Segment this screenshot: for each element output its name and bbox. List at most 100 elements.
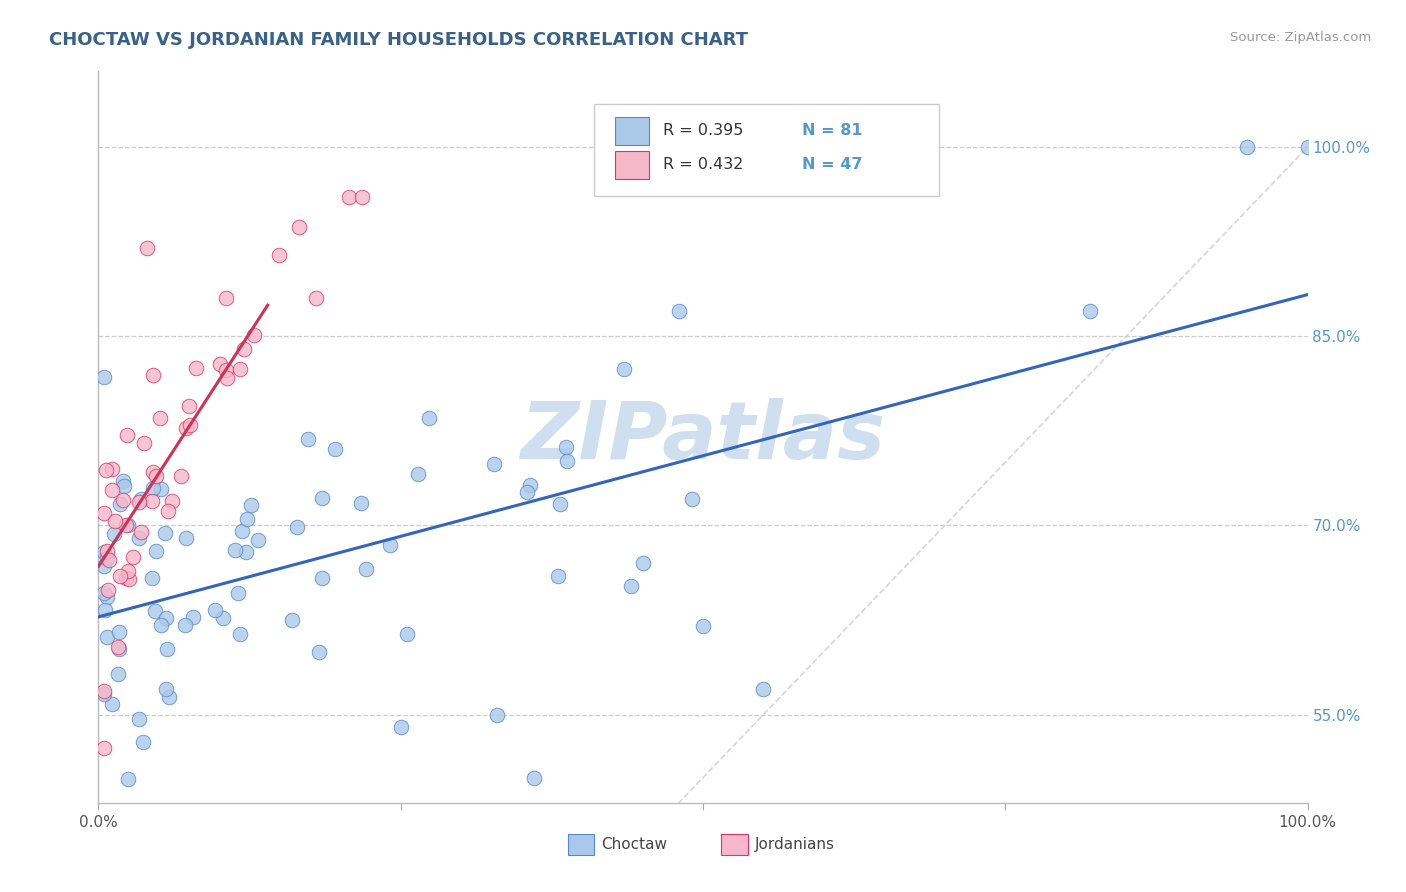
Point <box>112 479 135 493</box>
Point <box>380 538 402 552</box>
Point <box>104 514 127 528</box>
Point <box>93 683 115 698</box>
Point <box>155 611 177 625</box>
Point <box>93 688 115 702</box>
Point <box>246 533 269 547</box>
Point <box>145 468 167 483</box>
Point <box>93 369 115 384</box>
Point <box>115 517 138 532</box>
Bar <box>614 117 648 145</box>
Point <box>231 524 253 539</box>
Point <box>174 421 197 435</box>
Point <box>516 485 538 500</box>
Point <box>97 553 120 567</box>
Point <box>157 690 180 705</box>
Point <box>519 477 541 491</box>
FancyBboxPatch shape <box>595 104 939 195</box>
Point <box>149 410 172 425</box>
Point <box>418 411 440 425</box>
Point <box>132 735 155 749</box>
Point <box>1296 140 1319 154</box>
Point <box>1078 304 1101 318</box>
Point <box>96 590 118 604</box>
Point <box>107 642 129 657</box>
Point <box>135 241 157 255</box>
Point <box>613 362 636 376</box>
Point <box>142 481 165 495</box>
Point <box>93 545 115 559</box>
Point <box>160 494 183 508</box>
Point <box>96 462 118 476</box>
Point <box>681 492 703 507</box>
Point <box>204 603 226 617</box>
Point <box>96 630 118 644</box>
Point <box>267 248 290 262</box>
Point <box>150 617 173 632</box>
Point <box>226 586 249 600</box>
Point <box>100 697 122 711</box>
Point <box>107 625 129 640</box>
Point <box>311 571 333 585</box>
Point <box>141 494 163 508</box>
Point <box>181 610 204 624</box>
Point <box>547 569 569 583</box>
Point <box>184 360 207 375</box>
Point <box>122 549 145 564</box>
Point <box>305 291 328 305</box>
Text: N = 47: N = 47 <box>803 158 863 172</box>
Point <box>108 568 131 582</box>
Point <box>350 496 373 510</box>
Point <box>620 579 643 593</box>
Point <box>107 640 129 654</box>
Point <box>156 642 179 657</box>
Point <box>235 545 257 559</box>
Point <box>174 618 197 632</box>
Text: Jordanians: Jordanians <box>755 837 835 852</box>
Text: Source: ZipAtlas.com: Source: ZipAtlas.com <box>1230 31 1371 45</box>
Point <box>396 627 419 641</box>
Point <box>179 399 201 413</box>
Point <box>486 707 509 722</box>
Point <box>117 427 139 442</box>
Text: R = 0.395: R = 0.395 <box>664 123 744 138</box>
Point <box>209 357 232 371</box>
Point <box>129 525 152 540</box>
Text: ZIPatlas: ZIPatlas <box>520 398 886 476</box>
Point <box>281 613 304 627</box>
Point <box>117 517 139 532</box>
Point <box>215 362 238 376</box>
Point <box>229 362 252 376</box>
Point <box>174 531 197 545</box>
Point <box>631 556 654 570</box>
Point <box>179 417 201 432</box>
Point <box>1236 140 1258 154</box>
Point <box>128 495 150 509</box>
Point <box>224 542 246 557</box>
Point <box>287 220 309 235</box>
Point <box>350 190 373 204</box>
Point <box>93 741 115 756</box>
Point <box>555 454 578 468</box>
Point <box>523 771 546 785</box>
Point <box>128 531 150 545</box>
Point <box>108 497 131 511</box>
Point <box>132 435 155 450</box>
Point <box>150 482 173 496</box>
Point <box>337 190 360 204</box>
Text: CHOCTAW VS JORDANIAN FAMILY HOUSEHOLDS CORRELATION CHART: CHOCTAW VS JORDANIAN FAMILY HOUSEHOLDS C… <box>49 31 748 49</box>
Point <box>406 467 429 481</box>
Point <box>297 433 319 447</box>
Point <box>118 573 141 587</box>
Point <box>229 627 252 641</box>
Text: Choctaw: Choctaw <box>602 837 668 852</box>
Point <box>143 604 166 618</box>
Point <box>156 503 179 517</box>
Bar <box>614 151 648 179</box>
Point <box>155 681 177 696</box>
Point <box>107 667 129 681</box>
Point <box>752 682 775 697</box>
Point <box>211 611 233 625</box>
Point <box>145 544 167 558</box>
Point <box>482 457 505 471</box>
Point <box>142 465 165 479</box>
